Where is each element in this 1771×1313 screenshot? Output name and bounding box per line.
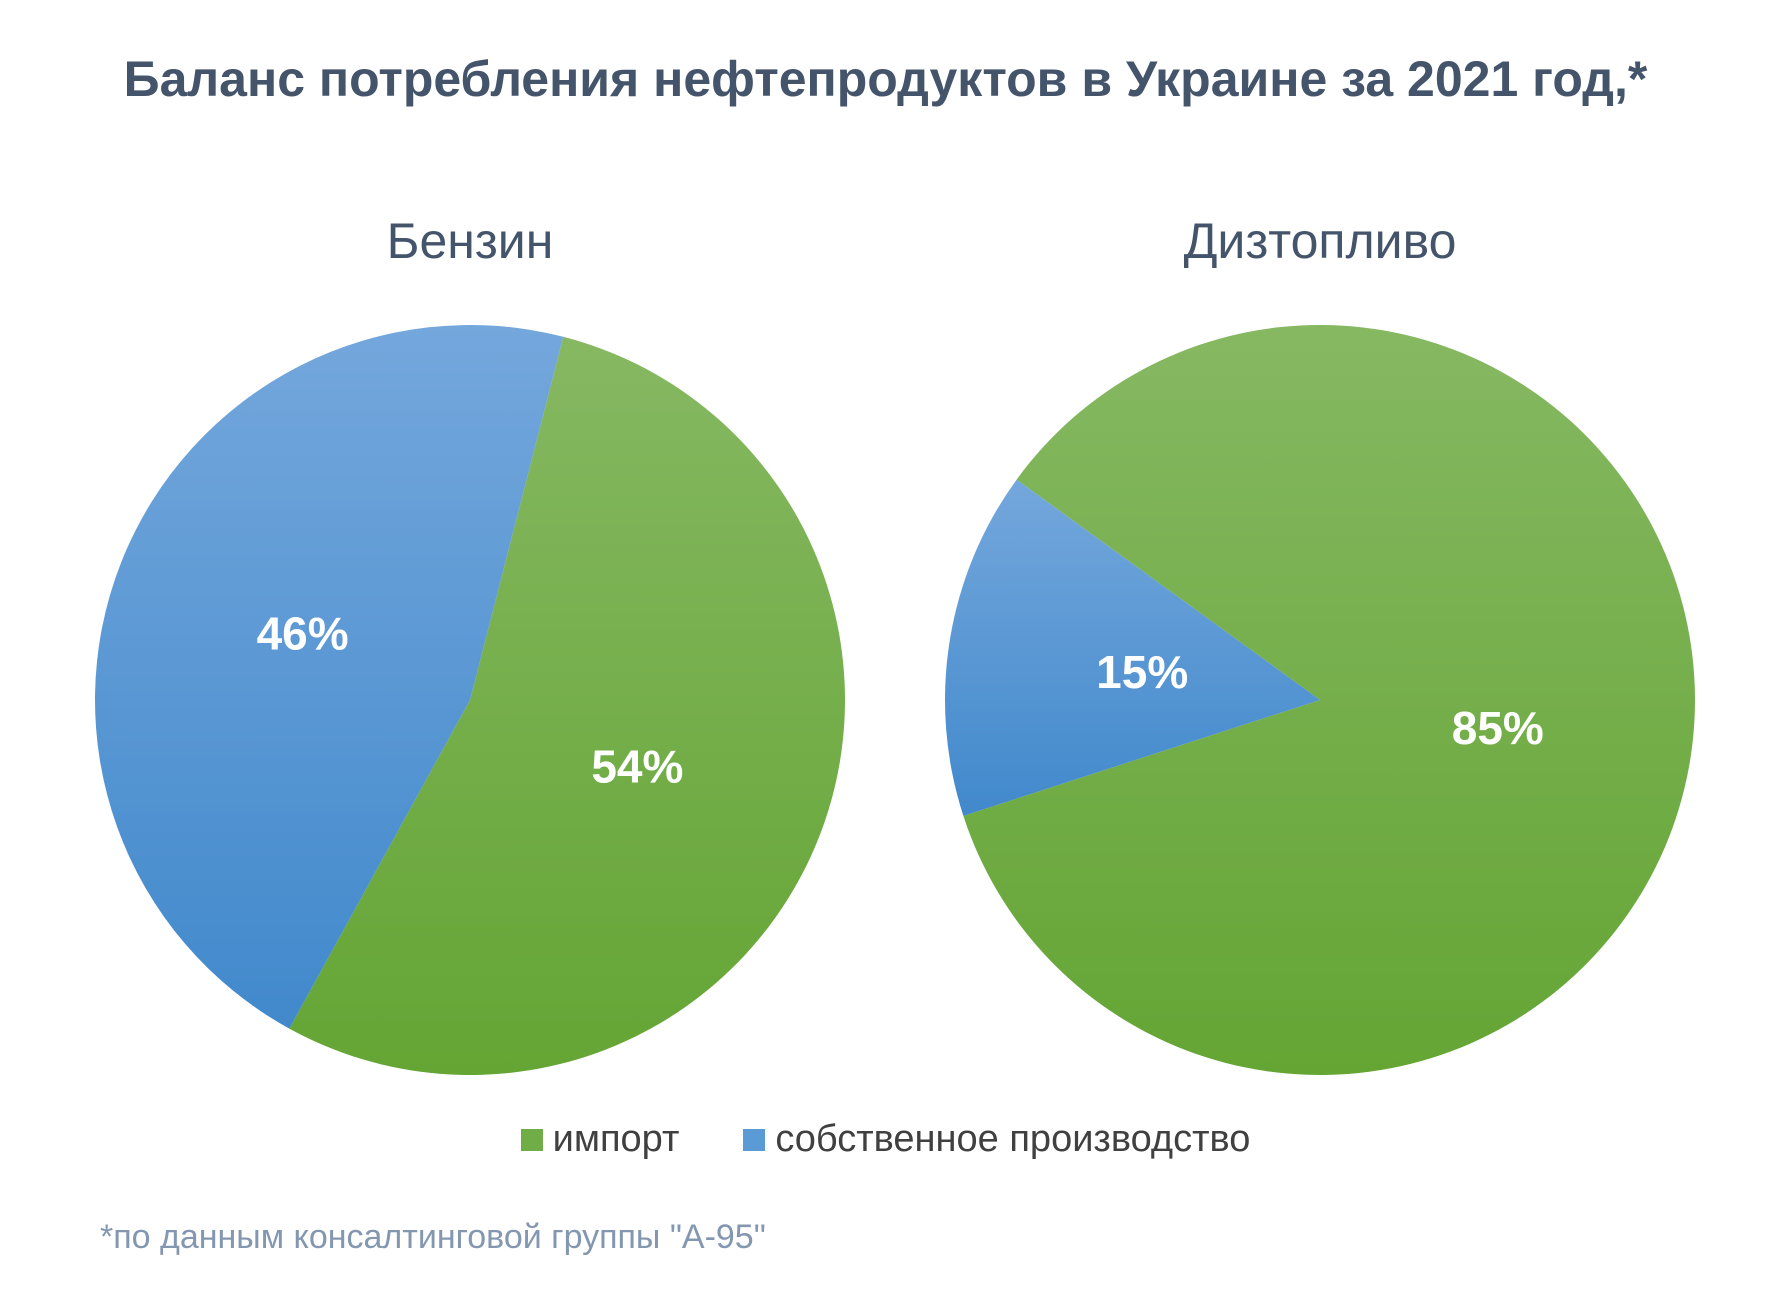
pie-data-label-gasoline-import: 54% bbox=[591, 740, 683, 792]
pie-data-label-diesel-own-production: 15% bbox=[1096, 646, 1188, 698]
pie-slice-diesel-own-production bbox=[945, 479, 1320, 816]
chart-main-title: Баланс потребления нефтепродуктов в Укра… bbox=[123, 51, 1648, 107]
pie-diesel: 85% 15% bbox=[945, 325, 1695, 1076]
pie-title-gasoline: Бензин bbox=[386, 213, 554, 269]
footnote: *по данным консалтинговой группы "А-95" bbox=[100, 1218, 766, 1256]
pie-title-diesel: Дизтопливо bbox=[1183, 213, 1457, 269]
legend: импорт собственное производство bbox=[0, 1118, 1771, 1161]
legend-item-import: импорт bbox=[520, 1118, 680, 1161]
pie-slice-diesel-import bbox=[963, 325, 1695, 1076]
pie-data-label-diesel-import: 85% bbox=[1452, 702, 1544, 754]
legend-swatch-import bbox=[520, 1128, 543, 1151]
legend-label-import: импорт bbox=[552, 1118, 680, 1160]
legend-label-own-production: собственное производство bbox=[775, 1118, 1251, 1160]
pie-slice-gasoline-import bbox=[289, 336, 846, 1075]
pie-slice-gasoline-own-production bbox=[95, 325, 564, 1029]
legend-swatch-own-production bbox=[743, 1128, 766, 1151]
legend-item-own-production: собственное производство bbox=[743, 1118, 1250, 1161]
pie-data-label-gasoline-own-production: 46% bbox=[257, 608, 349, 660]
pie-gasoline: 54% 46% bbox=[95, 325, 846, 1075]
